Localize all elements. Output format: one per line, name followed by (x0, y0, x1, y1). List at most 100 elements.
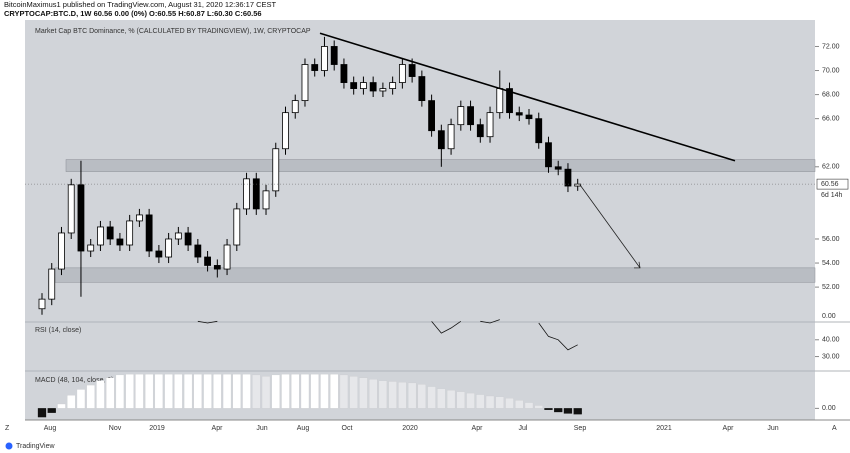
symbol-line: CRYPTOCAP:BTC.D, 1W 60.56 0.00 (0%) O:60… (4, 9, 262, 18)
candle-body (204, 256, 211, 266)
macd-bar (437, 388, 446, 409)
candle-body (174, 232, 182, 240)
candle-body (311, 64, 319, 71)
x-tick-label: Sep (574, 425, 587, 432)
macd-bar (310, 374, 319, 409)
candle-body (194, 244, 202, 258)
macd-bar (388, 381, 397, 409)
candle-body (77, 184, 85, 252)
candle-body (447, 124, 455, 150)
macd-bar (534, 405, 543, 409)
macd-bar (291, 374, 300, 409)
candle-body (360, 82, 367, 89)
macd-bar (86, 384, 95, 409)
macd-bar (466, 392, 475, 409)
candle-body (106, 226, 114, 240)
candle-body (97, 226, 104, 246)
x-tick-label: Nov (109, 425, 122, 432)
x-tick-label: Oct (342, 425, 353, 432)
price-label: 60.56 (821, 181, 839, 188)
candle-body (379, 88, 387, 92)
candle-body (428, 100, 436, 132)
macd-bar (573, 408, 582, 415)
x-tick-label: Jun (256, 425, 267, 432)
macd-bar (154, 374, 164, 409)
price-axis (815, 20, 850, 420)
macd-bar (135, 374, 144, 409)
macd-bar (96, 380, 105, 409)
x-tick-label: Aug (297, 425, 310, 432)
macd-bar (125, 374, 134, 409)
macd-bar (115, 374, 125, 409)
candle-body (252, 178, 260, 210)
macd-bar (261, 376, 271, 409)
x-tick-label: 2021 (656, 425, 672, 432)
candle-body (506, 88, 513, 114)
macd-bar (57, 403, 66, 409)
candle-body (515, 112, 523, 116)
macd-bar (349, 376, 358, 409)
candle-body (233, 208, 241, 246)
trendline (319, 32, 736, 162)
macd-tick-label: 0.00 (822, 405, 836, 412)
price-box (816, 178, 849, 190)
candle-body (145, 214, 153, 252)
macd-bar (320, 374, 329, 409)
arrow-head (634, 261, 641, 269)
rsi-line (197, 320, 218, 324)
macd-bar (37, 408, 47, 418)
y-tick-label: 66.00 (822, 116, 840, 123)
candle-body (262, 190, 270, 210)
macd-bar (417, 384, 427, 409)
macd-bar (193, 374, 202, 409)
candle-body (554, 166, 562, 170)
candle-body (223, 244, 231, 270)
macd-bar (378, 380, 388, 409)
countdown: 6d 14h (821, 192, 843, 199)
rsi-tick-label: 40.00 (822, 337, 840, 344)
macd-bar (456, 391, 465, 409)
candle-body (58, 232, 65, 270)
candle-body (340, 64, 348, 83)
macd-bar (446, 390, 456, 409)
rsi-tick-label: 30.00 (822, 353, 840, 360)
candle-body (408, 64, 416, 77)
arrow (579, 184, 641, 269)
candle-body (87, 244, 95, 252)
y-tick-label: 70.00 (822, 67, 840, 74)
publish-line: BitcoinMaximus1 published on TradingView… (4, 0, 277, 9)
candle-body (67, 184, 75, 234)
macd-title: MACD (48, 104, close, 9) (35, 377, 114, 384)
rsi-title: RSI (14, close) (35, 327, 81, 334)
macd-bar (281, 374, 290, 409)
candle-body (545, 142, 552, 168)
x-tick-label: Apr (472, 425, 484, 432)
macd-bar (427, 386, 436, 409)
candle-body (564, 168, 572, 187)
left-button[interactable]: Z (5, 425, 10, 432)
macd-bar (554, 408, 563, 413)
macd-bar (495, 396, 504, 409)
candle-body (457, 106, 465, 126)
y-tick-label: 56.00 (822, 236, 840, 243)
candle-body (135, 214, 143, 222)
macd-bar (485, 395, 495, 409)
macd-bar (300, 374, 310, 409)
candle-body (301, 64, 309, 102)
macd-bar (330, 374, 339, 409)
macd-bar (76, 389, 86, 409)
logo: TradingView (16, 443, 55, 450)
macd-bar (544, 408, 553, 410)
candle-body (535, 118, 543, 144)
macd-bar (339, 374, 349, 409)
macd-bar (252, 374, 261, 409)
candle-body (243, 178, 250, 210)
right-button[interactable]: A (832, 425, 837, 432)
macd-bar (476, 394, 485, 409)
candle-body (116, 238, 124, 246)
zone (54, 267, 816, 283)
rsi-line (480, 319, 500, 324)
macd-bar (407, 382, 417, 409)
macd-bar (515, 400, 524, 409)
